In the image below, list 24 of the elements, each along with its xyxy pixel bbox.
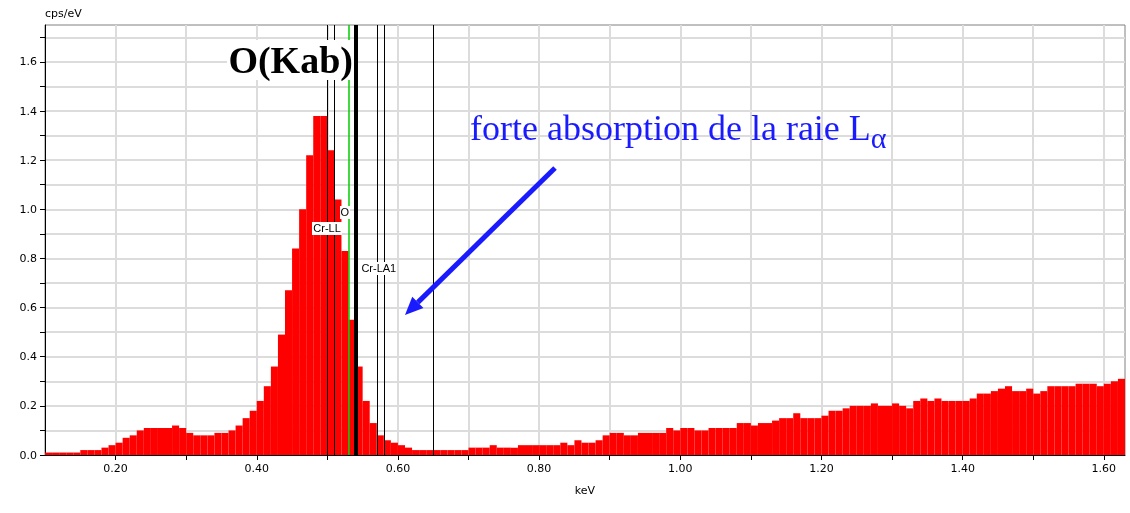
x-tick-label: 1.20 (809, 462, 834, 475)
x-tick-label: 1.00 (668, 462, 693, 475)
x-tick-label: 0.80 (526, 462, 552, 475)
y-axis-title: cps/eV (45, 7, 83, 20)
annotation: forte absorption de la raie L$_{α}$ (470, 108, 887, 155)
y-tick-label: 0.6 (19, 301, 37, 315)
ref-line-label: O (339, 206, 351, 219)
y-tick-label: 1.2 (19, 153, 37, 167)
y-tick-label: 1.4 (19, 104, 37, 118)
ref-line-label: Cr-LA1 (360, 262, 398, 275)
x-tick-label: 1.60 (1091, 462, 1117, 475)
ref-line-label: O(Kab) (227, 39, 354, 81)
x-tick-label: 0.60 (385, 462, 411, 475)
x-tick-label: 0.40 (244, 462, 270, 475)
x-tick-label: 1.40 (950, 462, 975, 475)
y-tick-label: 0.4 (19, 350, 37, 364)
y-tick-label: 0.2 (19, 399, 37, 413)
y-tick-label: 0.8 (19, 251, 37, 265)
x-axis-title: keV (574, 484, 596, 497)
ref-line-label: Cr-LL (312, 222, 342, 235)
y-tick-label: 1.0 (19, 202, 37, 216)
x-tick-label: 0.20 (103, 462, 128, 475)
y-tick-label: 0.0 (19, 448, 37, 462)
y-tick-label: 1.6 (19, 55, 37, 69)
